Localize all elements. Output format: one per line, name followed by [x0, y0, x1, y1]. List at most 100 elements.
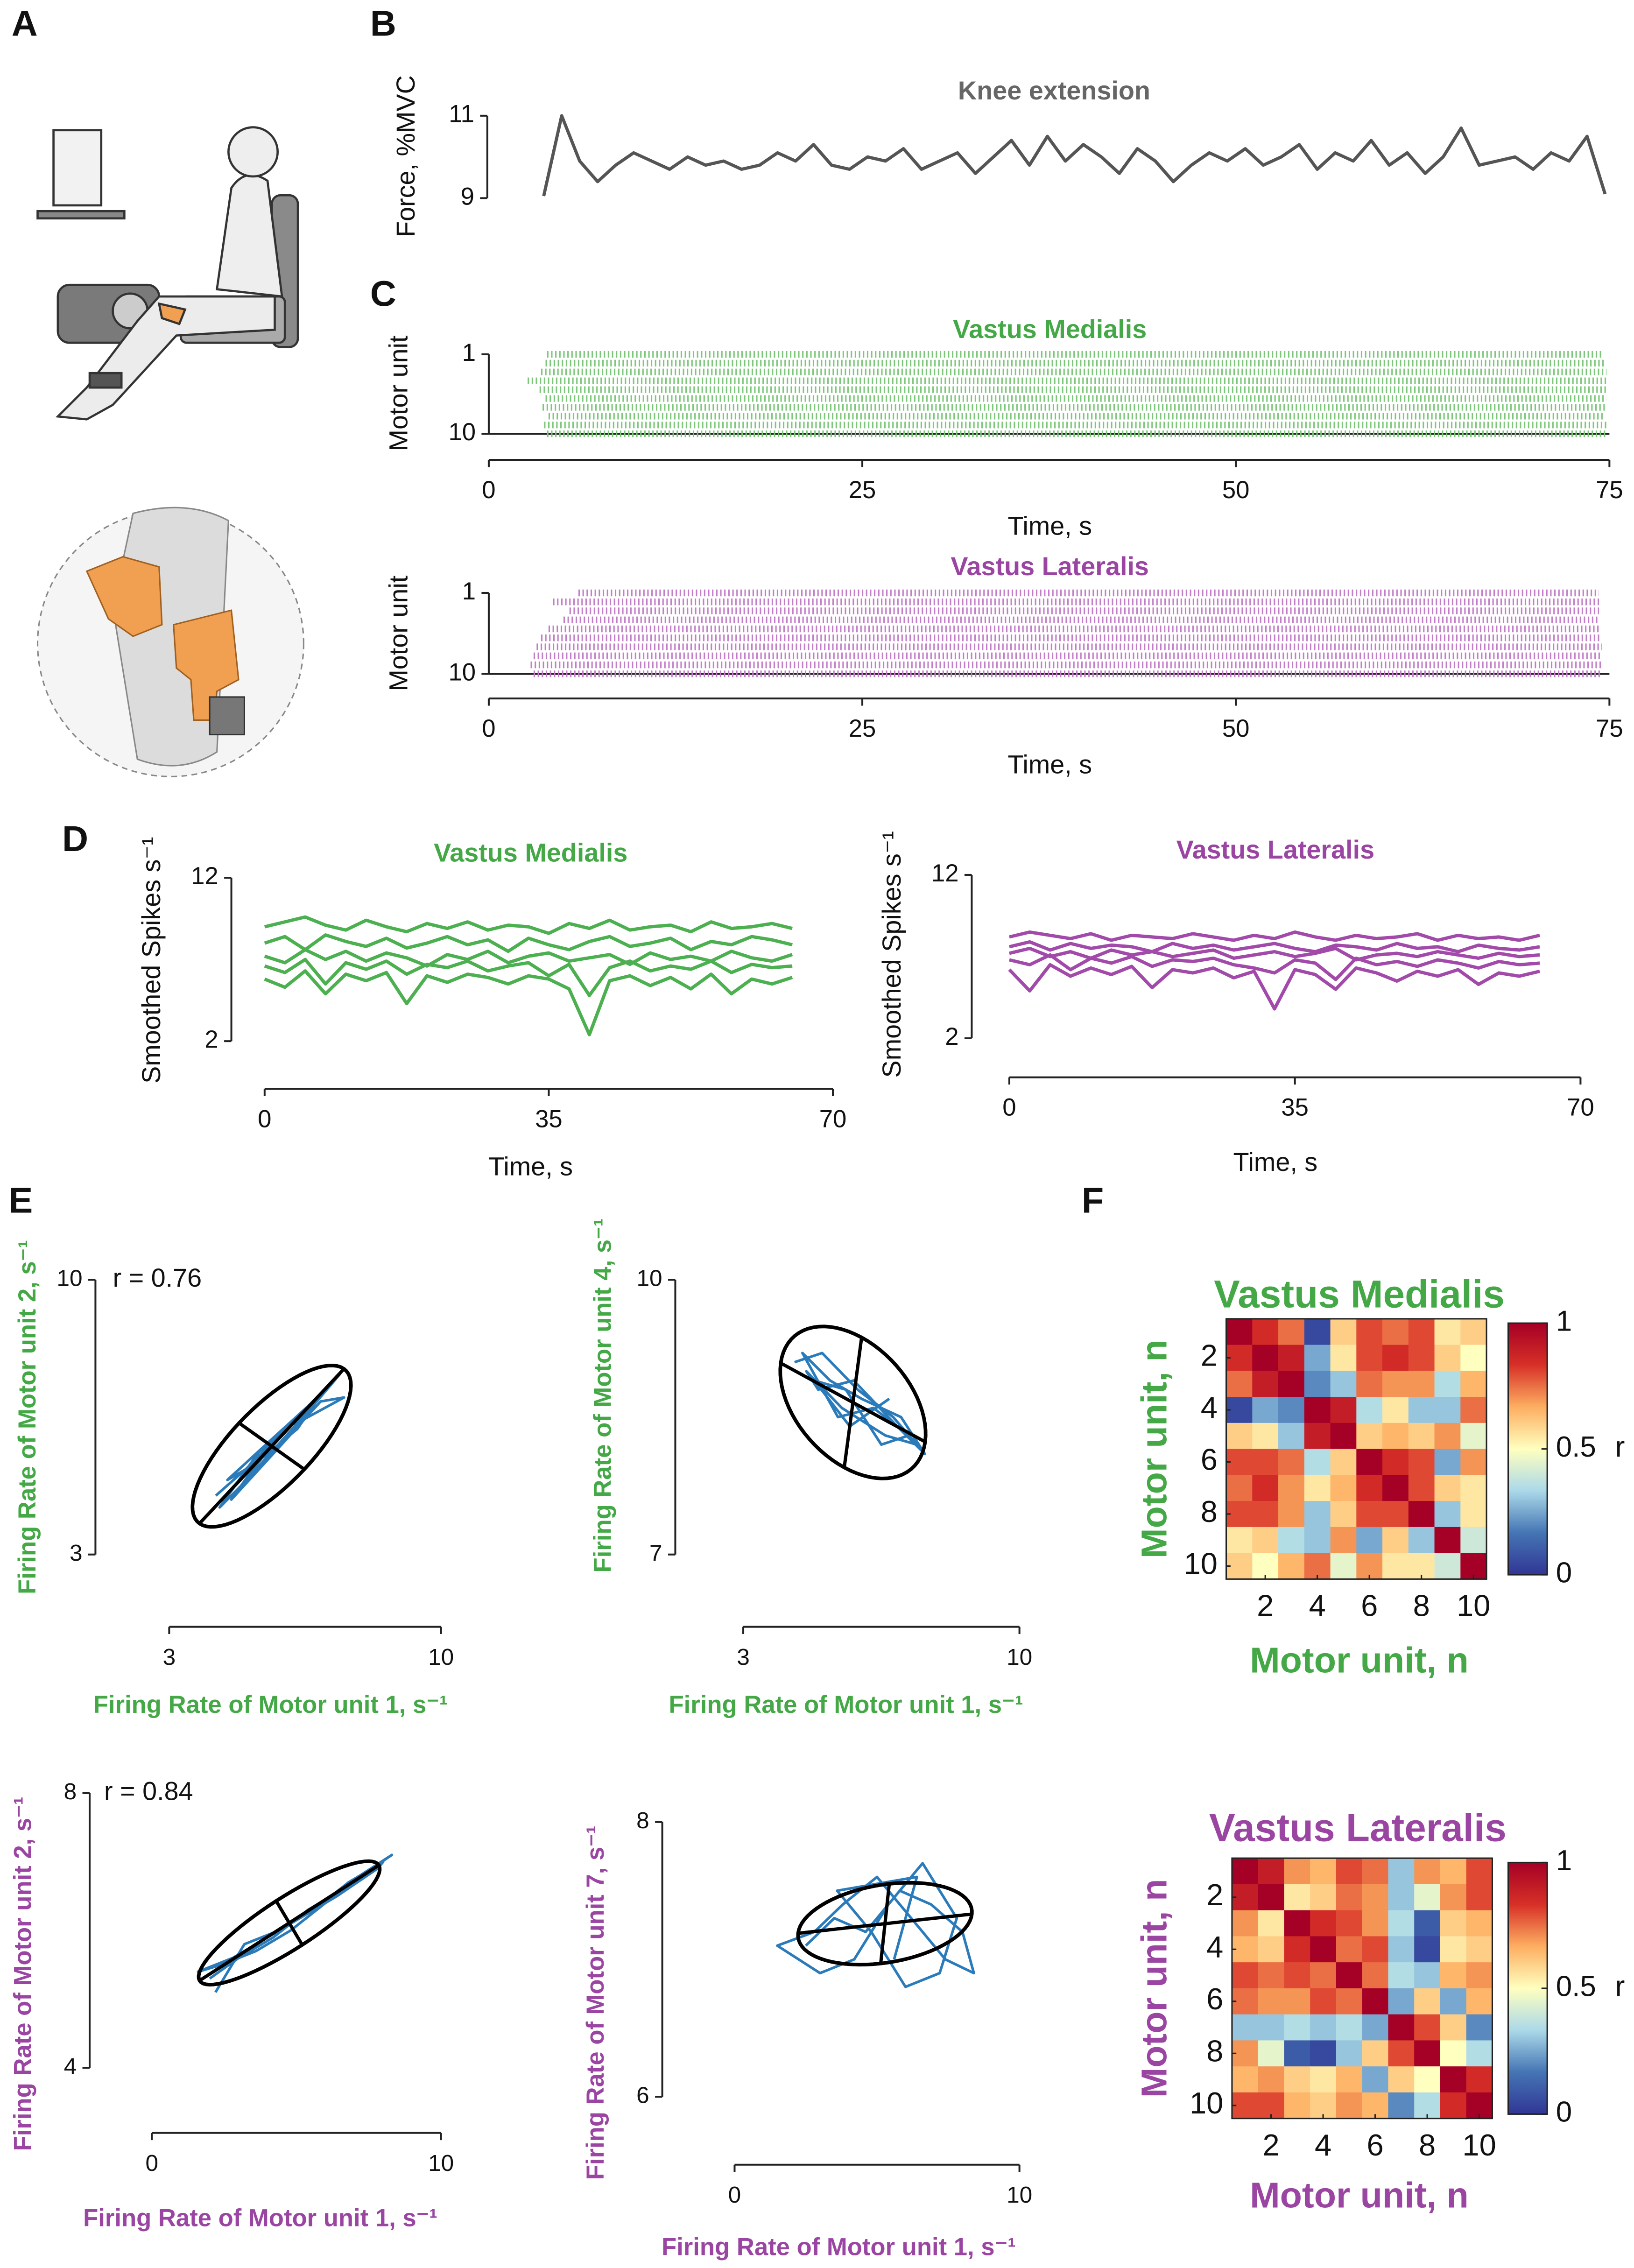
- heatmap-cell: [1388, 1910, 1415, 1937]
- y-axis-label: Motor unit, n: [1134, 1879, 1174, 2098]
- colorbar-tick-label: 0: [1556, 2096, 1572, 2128]
- heatmap-cell: [1284, 1988, 1311, 2015]
- colorbar-tick-label: 1: [1556, 1305, 1572, 1337]
- heatmap-cell: [1310, 2066, 1337, 2093]
- heatmap-cell: [1356, 1475, 1383, 1502]
- colorbar: [1507, 1861, 1548, 2115]
- y-tick-label: 10: [1190, 2086, 1223, 2120]
- heatmap-cell: [1382, 1527, 1409, 1554]
- monitor: [52, 129, 103, 207]
- heatmap-cell: [1356, 1527, 1383, 1554]
- colorbar-tick-label: 0.5: [1556, 1431, 1596, 1463]
- y-tick-label: 10: [448, 418, 476, 446]
- heatmap-cell: [1258, 1858, 1285, 1885]
- heatmap-cell: [1440, 1858, 1467, 1885]
- data-line: [264, 948, 793, 968]
- y-tick-label: 12: [191, 862, 218, 890]
- heatmap-cell: [1362, 1988, 1389, 2015]
- heatmap-cell: [1388, 2014, 1415, 2041]
- heatmap-cell: [1408, 1501, 1435, 1528]
- x-axis-label: Time, s: [488, 1152, 573, 1181]
- heatmap-cell: [1258, 1962, 1285, 1989]
- heatmap-cell: [1310, 1962, 1337, 1989]
- y-tick-label: 10: [56, 1265, 82, 1291]
- heatmap-cell: [1278, 1371, 1305, 1398]
- data-line: [264, 915, 793, 935]
- heatmap-cell: [1226, 1475, 1253, 1502]
- minor-axis: [879, 1883, 891, 1964]
- heatmap-cell: [1284, 1884, 1311, 1911]
- data-line: [1009, 953, 1540, 981]
- heatmap-cell: [1460, 1371, 1487, 1398]
- heatmap-cell: [1330, 1345, 1357, 1372]
- confidence-ellipse: [778, 1324, 928, 1480]
- x-tick-label: 6: [1361, 1588, 1378, 1622]
- heatmap-cell: [1330, 1397, 1357, 1423]
- heatmap-cell: [1388, 2040, 1415, 2067]
- heatmap-cell: [1440, 2040, 1467, 2067]
- panel-label: B: [370, 3, 396, 43]
- heatmap-cell: [1434, 1449, 1461, 1476]
- heatmap-cell: [1388, 1962, 1415, 1989]
- heatmap-cell: [1330, 1318, 1357, 1345]
- heatmap-cell: [1434, 1345, 1461, 1372]
- heatmap-cell: [1434, 1318, 1461, 1345]
- heatmap-cell: [1330, 1553, 1357, 1580]
- heatmap-cell: [1460, 1423, 1487, 1450]
- x-axis-label: Motor unit, n: [1250, 1640, 1469, 1680]
- heatmap-cell: [1362, 1884, 1389, 1911]
- x-tick-label: 0: [258, 1105, 271, 1133]
- heatmap-cell: [1304, 1397, 1331, 1423]
- heatmap-cell: [1232, 1858, 1259, 1885]
- chart-title: Vastus Medialis: [1214, 1272, 1505, 1316]
- x-tick-label: 0: [728, 2182, 741, 2208]
- heatmap-cell: [1434, 1475, 1461, 1502]
- heatmap-cell: [1356, 1423, 1383, 1450]
- heatmap-cell: [1356, 1318, 1383, 1345]
- chart-title: Vastus Medialis: [434, 838, 627, 867]
- heatmap-cell: [1440, 1910, 1467, 1937]
- heatmap-cell: [1440, 2066, 1467, 2093]
- x-tick-label: 8: [1413, 1588, 1430, 1622]
- heatmap-cell: [1226, 1423, 1253, 1450]
- heatmap-cell: [1414, 1988, 1441, 2015]
- heatmap-cell: [1388, 1858, 1415, 1885]
- heatmap-cell: [1310, 2014, 1337, 2041]
- y-axis-label: Force, %MVC: [391, 75, 420, 237]
- heatmap-cell: [1310, 1858, 1337, 1885]
- heatmap-cell: [1440, 2014, 1467, 2041]
- heatmap-cell: [1304, 1423, 1331, 1450]
- x-tick-label: 0: [1002, 1094, 1016, 1121]
- heatmap-cell: [1362, 1858, 1389, 1885]
- heatmap-cell: [1466, 1936, 1493, 1963]
- heatmap-cell: [1310, 1884, 1337, 1911]
- heatmap-cell: [1460, 1527, 1487, 1554]
- minor-axis: [842, 1337, 864, 1468]
- y-tick-label: 3: [70, 1540, 83, 1566]
- heatmap-cell: [1466, 1884, 1493, 1911]
- y-axis-label: Motor unit: [384, 575, 413, 691]
- heatmap-cell: [1440, 1962, 1467, 1989]
- heatmap-cell: [1408, 1345, 1435, 1372]
- y-tick-label: 6: [1201, 1443, 1218, 1477]
- heatmap-cell: [1330, 1449, 1357, 1476]
- heatmap-cell: [1434, 1397, 1461, 1423]
- heatmap-cell: [1408, 1397, 1435, 1423]
- x-tick-label: 50: [1222, 476, 1250, 504]
- heatmap-cell: [1278, 1553, 1305, 1580]
- heatmap-cell: [1284, 1936, 1311, 1963]
- heatmap-cell: [1440, 1884, 1467, 1911]
- heatmap-cell: [1252, 1345, 1279, 1372]
- heatmap-cell: [1466, 2014, 1493, 2041]
- heatmap-cell: [1252, 1318, 1279, 1345]
- data-line: [264, 969, 793, 1036]
- heatmap-cell: [1284, 1858, 1311, 1885]
- heatmap-cell: [1388, 1936, 1415, 1963]
- heatmap-cell: [1226, 1501, 1253, 1528]
- data-line: [776, 1862, 975, 1988]
- heatmap-cell: [1382, 1397, 1409, 1423]
- heatmap-cell: [1434, 1501, 1461, 1528]
- y-axis-label: Firing Rate of Motor unit 2, s⁻¹: [9, 1797, 37, 2151]
- x-tick-label: 10: [428, 2150, 454, 2176]
- x-tick-label: 75: [1596, 476, 1623, 504]
